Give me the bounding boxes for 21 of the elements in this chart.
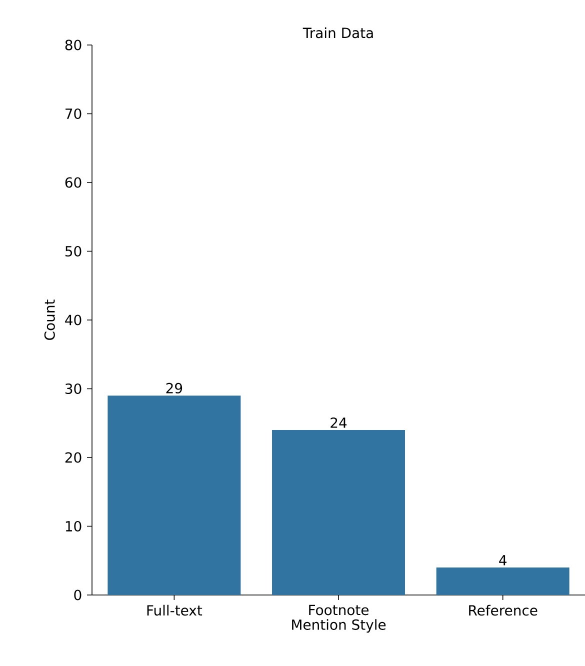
x-tick-label: Footnote	[308, 604, 368, 616]
x-tick-label: Reference	[468, 604, 538, 616]
y-tick-label: 10	[66, 520, 82, 532]
x-tick-label: Full-text	[147, 604, 202, 616]
x-axis-title: Mention Style	[292, 619, 386, 633]
y-axis-title: Count	[44, 300, 55, 340]
bar	[436, 568, 570, 595]
y-tick-label: 70	[65, 108, 82, 120]
y-tick-label: 20	[65, 452, 82, 463]
y-tick-label: 60	[65, 177, 82, 188]
data-label: 29	[166, 382, 182, 394]
bar	[272, 430, 405, 595]
y-tick-label: 50	[65, 246, 82, 257]
y-tick-label: 0	[74, 590, 82, 600]
chart-title: Train Data	[302, 27, 373, 38]
data-label: 24	[330, 417, 346, 428]
y-tick-label: 40	[64, 314, 82, 326]
bar	[107, 396, 240, 595]
y-tick-label: 80	[65, 40, 82, 50]
data-label: 4	[498, 555, 506, 566]
y-tick-label: 30	[65, 383, 82, 394]
